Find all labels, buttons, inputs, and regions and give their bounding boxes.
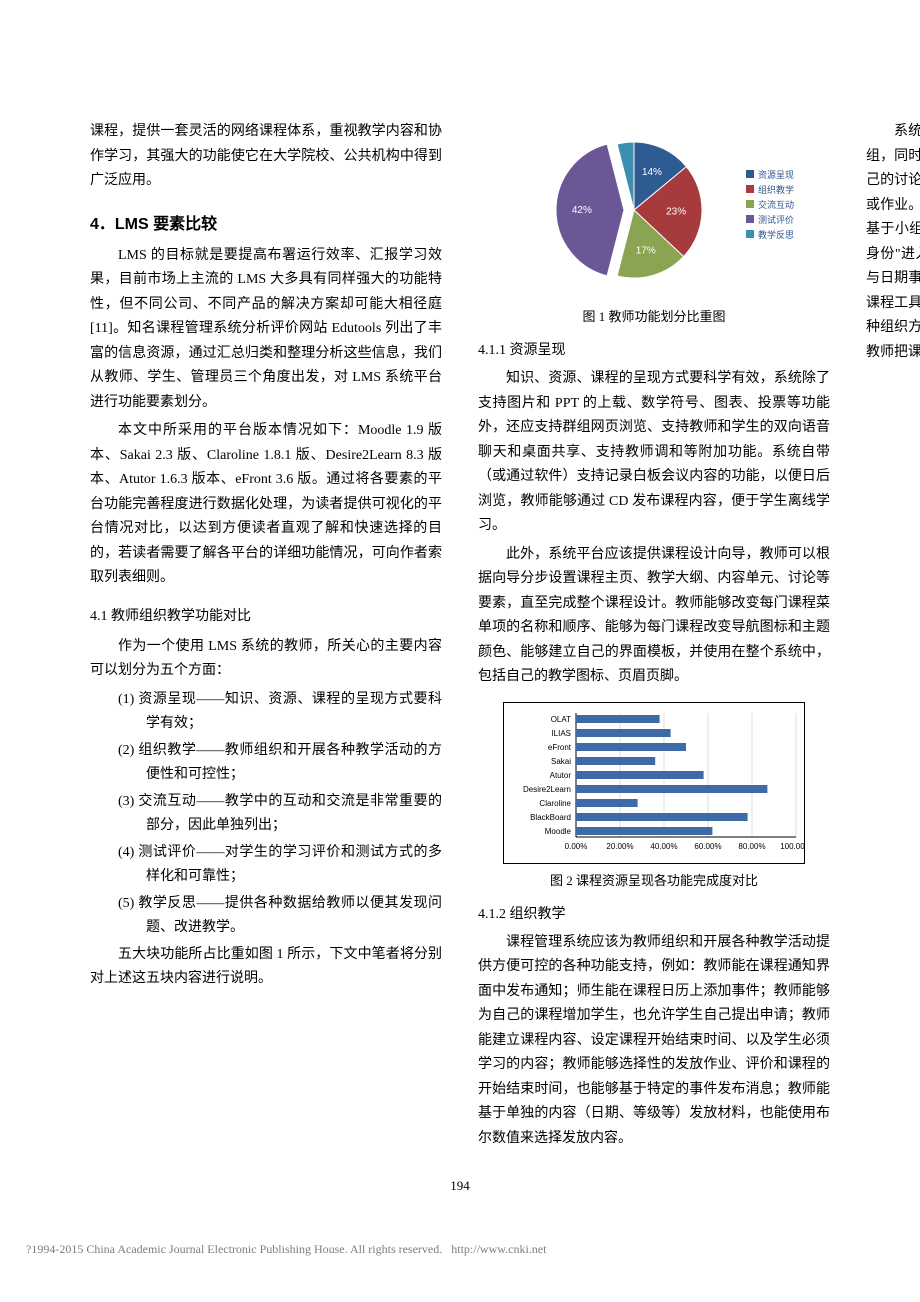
figure-1-caption: 图 1 教师功能划分比重图: [478, 306, 830, 325]
section4-para1: LMS 的目标就是要提高布署运行效率、汇报学习效果，目前市场上主流的 LMS 大…: [90, 244, 442, 416]
heading-4-1-1: 4.1.1 资源呈现: [478, 339, 830, 359]
list-item-3: (3) 交流互动——教学中的互动和交流是非常重要的部分，因此单独列出；: [118, 790, 442, 839]
heading-4-1-2: 4.1.2 组织教学: [478, 903, 830, 923]
svg-text:Atutor: Atutor: [550, 771, 572, 780]
figure-2-bar-chart: 0.00% 20.00% 40.00% 60.00% 80.00% 100.00% OLAT…: [478, 702, 830, 889]
svg-text:ILIAS: ILIAS: [551, 729, 571, 738]
list-item-4: (4) 测试评价——对学生的学习评价和测试方式的多样化和可靠性；: [118, 841, 442, 890]
section4-1-summary: 五大块功能所占比重如图 1 所示，下文中笔者将分别对上述这五块内容进行说明。: [90, 943, 442, 992]
svg-text:BlackBoard: BlackBoard: [530, 813, 571, 822]
svg-text:42%: 42%: [572, 205, 592, 216]
svg-text:交流互动: 交流互动: [758, 199, 794, 210]
svg-text:23%: 23%: [666, 206, 686, 217]
section4-1-1-para1: 知识、资源、课程的呈现方式要科学有效，系统除了支持图片和 PPT 的上载、数学符…: [478, 367, 830, 539]
section4-1-1-para2: 此外，系统平台应该提供课程设计向导，教师可以根据向导分步设置课程主页、教学大纲、…: [478, 543, 830, 690]
svg-text:20.00%: 20.00%: [606, 842, 633, 851]
svg-text:60.00%: 60.00%: [694, 842, 721, 851]
intro-paragraph: 课程，提供一套灵活的网络课程体系，重视教学内容和协作学习，其强大的功能使它在大学…: [90, 120, 442, 194]
svg-text:Claroline: Claroline: [539, 799, 571, 808]
section4-para2: 本文中所采用的平台版本情况如下：Moodle 1.9 版本、Sakai 2.3 …: [90, 419, 442, 591]
svg-text:Moodle: Moodle: [545, 827, 572, 836]
svg-text:OLAT: OLAT: [551, 715, 571, 724]
heading-4-1: 4.1 教师组织教学功能对比: [90, 605, 442, 625]
list-item-1: (1) 资源呈现——知识、资源、课程的呈现方式要科学有效；: [118, 688, 442, 737]
svg-text:测试评价: 测试评价: [758, 214, 794, 225]
svg-text:eFront: eFront: [548, 743, 572, 752]
figure-1-pie-chart: 14% 23% 17% 42% 资源呈现组织教学交流互动测试评价教学反思 图 1 教师功…: [478, 120, 830, 325]
pie-chart-svg: 14% 23% 17% 42% 资源呈现组织教学交流互动测试评价教学反思: [484, 120, 824, 300]
svg-text:14%: 14%: [642, 167, 662, 178]
svg-text:Sakai: Sakai: [551, 757, 571, 766]
svg-text:40.00%: 40.00%: [650, 842, 677, 851]
svg-text:80.00%: 80.00%: [738, 842, 765, 851]
section4-1-2-para1: 课程管理系统应该为教师组织和开展各种教学活动提供方便可控的各种功能支持，例如：教…: [478, 931, 830, 1152]
list-item-5: (5) 教学反思——提供各种数据给教师以便其发现问题、改进教学。: [118, 892, 442, 941]
figure-2-caption: 图 2 课程资源呈现各功能完成度对比: [478, 870, 830, 889]
svg-text:资源呈现: 资源呈现: [758, 170, 794, 180]
svg-text:17%: 17%: [636, 245, 656, 256]
svg-text:100.00%: 100.00%: [780, 842, 805, 851]
section4-1-intro: 作为一个使用 LMS 系统的教师，所关心的主要内容可以划分为五个方面：: [90, 635, 442, 684]
svg-text:教学反思: 教学反思: [758, 229, 794, 240]
svg-text:Desire2Learn: Desire2Learn: [523, 785, 571, 794]
page-number: 194: [90, 1178, 830, 1194]
heading-section-4: 4．LMS 要素比较: [90, 210, 442, 234]
section4-1-2-para2: 系统应支持小组学习，能根据特定大小和规模随机分组，同时也支持教师手动为学生分组。…: [866, 120, 920, 365]
footer-copyright: ?1994-2015 China Academic Journal Electr…: [0, 1234, 920, 1257]
svg-text:组织教学: 组织教学: [758, 184, 794, 195]
list-item-2: (2) 组织教学——教师组织和开展各种教学活动的方便性和可控性；: [118, 739, 442, 788]
bar-chart-svg: 0.00% 20.00% 40.00% 60.00% 80.00% 100.00% OLAT…: [503, 702, 805, 864]
svg-text:0.00%: 0.00%: [565, 842, 588, 851]
